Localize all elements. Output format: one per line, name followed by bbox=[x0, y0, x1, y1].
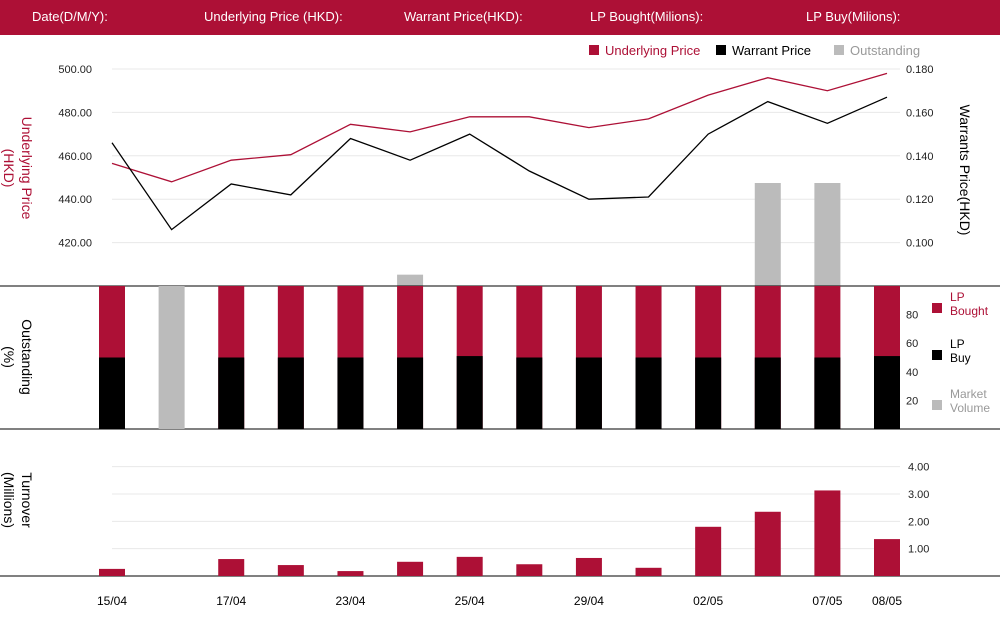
right-axis-tick: 0.100 bbox=[906, 238, 934, 250]
date-label: Date(D/M/Y): bbox=[32, 9, 108, 24]
turnover-bar bbox=[218, 559, 245, 576]
outstanding-bar bbox=[754, 183, 781, 286]
right-axis-tick: 0.120 bbox=[906, 194, 934, 206]
lp-buy-bar bbox=[516, 357, 543, 429]
outstanding-bar bbox=[814, 183, 841, 286]
lp-buy-bar bbox=[337, 357, 364, 429]
left-axis-title-unit: (HKD) bbox=[1, 149, 17, 188]
lp-legend-label: Bought bbox=[950, 304, 989, 318]
lp-axis-tick: 20 bbox=[906, 395, 918, 407]
turnover-bar bbox=[814, 490, 841, 576]
lp-legend-label: LP bbox=[950, 337, 965, 351]
legend-swatch bbox=[834, 45, 844, 55]
left-axis-title: Underlying Price bbox=[19, 117, 35, 220]
x-axis-label: 25/04 bbox=[455, 594, 485, 608]
turnover-axis-tick: 2.00 bbox=[908, 516, 929, 528]
lp-buy-bar bbox=[695, 357, 722, 429]
turnover-bar bbox=[516, 564, 543, 576]
legend-swatch bbox=[716, 45, 726, 55]
right-axis-tick: 0.140 bbox=[906, 151, 934, 163]
x-axis-label: 29/04 bbox=[574, 594, 604, 608]
lp-buy-bar bbox=[277, 357, 304, 429]
x-axis-label: 02/05 bbox=[693, 594, 723, 608]
lp-buy-bar bbox=[99, 357, 125, 429]
lp-buy-bar bbox=[218, 357, 245, 429]
warrant-price-label: Warrant Price(HKD): bbox=[404, 9, 523, 24]
lp-buy-bar bbox=[814, 357, 841, 429]
turnover-bar bbox=[456, 556, 483, 576]
turnover-bar bbox=[575, 557, 602, 576]
lp-legend-label: LP bbox=[950, 290, 965, 304]
turnover-bar bbox=[874, 539, 900, 576]
turnover-bar bbox=[277, 565, 304, 576]
left-axis-tick: 480.00 bbox=[58, 107, 92, 119]
lp-bought-label: LP Bought(Milions): bbox=[590, 9, 704, 24]
lp-buy-bar bbox=[635, 357, 662, 429]
underlying-price-line bbox=[111, 72, 888, 183]
legend-label: Outstanding bbox=[850, 43, 920, 58]
lp-legend-swatch bbox=[932, 400, 942, 410]
x-axis-label: 17/04 bbox=[216, 594, 246, 608]
x-axis-label: 15/04 bbox=[97, 594, 127, 608]
turnover-axis-tick: 4.00 bbox=[908, 462, 929, 474]
legend-label: Warrant Price bbox=[732, 43, 811, 58]
turnover-bar bbox=[337, 571, 364, 576]
x-axis-label: 23/04 bbox=[335, 594, 365, 608]
lp-legend-label: Volume bbox=[950, 401, 990, 415]
turnover-axis-title: Turnover bbox=[19, 472, 35, 528]
left-axis-tick: 440.00 bbox=[58, 194, 92, 206]
lp-buy-bar bbox=[456, 356, 483, 429]
market-volume-bar bbox=[158, 286, 185, 429]
lp-buy-bar bbox=[754, 357, 781, 429]
turnover-bar bbox=[635, 567, 662, 576]
turnover-axis-tick: 3.00 bbox=[908, 489, 929, 501]
underlying-price-label: Underlying Price (HKD): bbox=[204, 9, 343, 24]
legend-swatch bbox=[589, 45, 599, 55]
turnover-bar bbox=[754, 511, 781, 576]
turnover-bar bbox=[99, 568, 125, 576]
x-axis-label: 07/05 bbox=[812, 594, 842, 608]
right-axis-tick: 0.160 bbox=[906, 107, 934, 119]
left-axis-tick: 500.00 bbox=[58, 64, 92, 76]
turnover-bar bbox=[695, 526, 722, 576]
lp-axis-tick: 80 bbox=[906, 310, 918, 322]
lp-legend-swatch bbox=[932, 350, 942, 360]
lp-axis-title-unit: (%) bbox=[1, 346, 17, 368]
lp-buy-bar bbox=[397, 357, 424, 429]
lp-legend-swatch bbox=[932, 303, 942, 313]
legend-label: Underlying Price bbox=[605, 43, 700, 58]
lp-buy-bar bbox=[575, 357, 602, 429]
x-axis-label: 08/05 bbox=[872, 594, 902, 608]
warrant-price-line bbox=[111, 96, 888, 231]
lp-axis-tick: 60 bbox=[906, 338, 918, 350]
turnover-axis-tick: 1.00 bbox=[908, 544, 929, 556]
right-axis-tick: 0.180 bbox=[906, 64, 934, 76]
header-bar: Date(D/M/Y): Underlying Price (HKD): War… bbox=[0, 0, 1000, 35]
turnover-bar bbox=[397, 561, 424, 576]
right-axis-title: Warrants Price(HKD) bbox=[957, 105, 973, 236]
lp-legend-label: Buy bbox=[950, 351, 971, 365]
warrant-chart: 500.00 480.00 460.00 440.00 420.00 0.180 0.160… bbox=[0, 43, 1000, 608]
lp-legend-label: Market bbox=[950, 387, 987, 401]
left-axis-tick: 460.00 bbox=[58, 151, 92, 163]
outstanding-bar bbox=[397, 274, 424, 286]
lp-buy-label: LP Buy(Milions): bbox=[806, 9, 901, 24]
lp-buy-bar bbox=[874, 356, 900, 429]
left-axis-tick: 420.00 bbox=[58, 238, 92, 250]
turnover-axis-title-unit: (Millions) bbox=[1, 472, 17, 528]
lp-axis-title: Outstanding bbox=[19, 319, 35, 395]
lp-axis-tick: 40 bbox=[906, 367, 918, 379]
